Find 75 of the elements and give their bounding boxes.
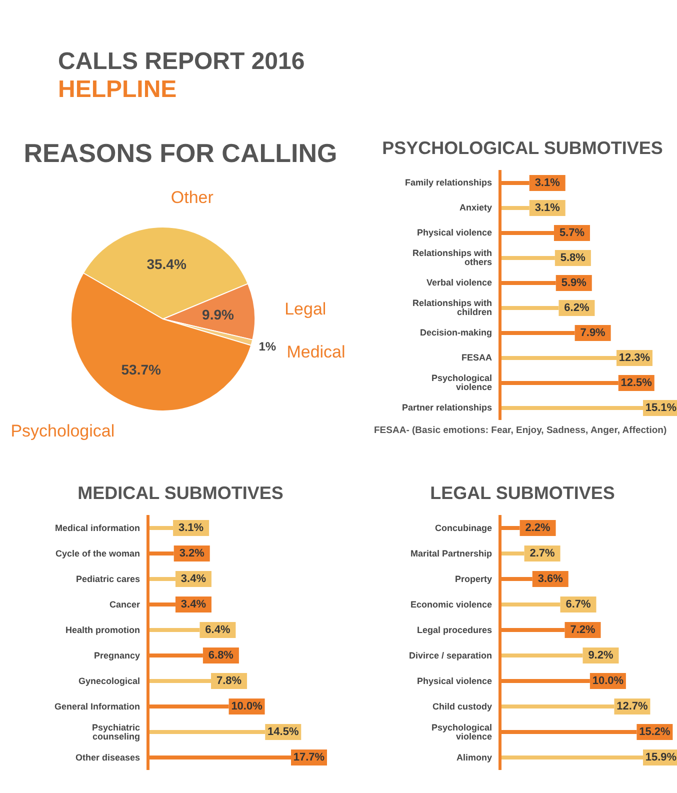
y-tick-label: Physical violence: [416, 676, 492, 686]
y-tick-label: FESAA: [461, 352, 492, 363]
data-label: 3.1%: [534, 177, 560, 189]
data-label: 7.9%: [580, 327, 606, 339]
y-tick-label: Concubinage: [434, 522, 492, 533]
y-tick-label: Child custody: [432, 701, 492, 712]
data-label: 2.2%: [525, 522, 551, 534]
y-tick-label: Legal procedures: [416, 624, 492, 635]
y-tick-label: Psychiatric counseling: [92, 722, 140, 742]
slice-label: Legal: [284, 299, 326, 318]
y-tick-label: Other diseases: [75, 752, 140, 762]
data-label: 10.0%: [592, 675, 624, 687]
y-tick-label: Family relationships: [404, 178, 492, 188]
y-tick-label: Gynecological: [78, 676, 140, 686]
data-label: 3.1%: [534, 202, 560, 214]
data-label: 10.0%: [231, 700, 263, 712]
data-label: 17.7%: [293, 752, 325, 764]
data-label: 5.8%: [560, 252, 586, 264]
y-tick-label: Anxiety: [459, 202, 492, 213]
data-label: 3.4%: [180, 598, 206, 610]
text: HELPLINE: [58, 76, 178, 104]
y-tick-label: Psychological violence: [431, 722, 492, 742]
y-tick-label: Relationships with others: [412, 248, 492, 268]
y-tick-label: Medical information: [54, 522, 140, 533]
y-tick-label: Relationships with children: [412, 298, 492, 318]
chart-title: LEGAL SUBMOTIVES: [429, 483, 616, 504]
y-tick-label: Pregnancy: [94, 650, 140, 660]
y-tick-label: Cycle of the woman: [55, 548, 140, 558]
data-label: 15.9%: [645, 752, 677, 764]
data-label: 9.2%: [588, 650, 614, 662]
data-label: 7.2%: [570, 624, 596, 636]
y-tick-label: Alimony: [456, 752, 492, 762]
y-tick-label: Psychological violence: [431, 373, 492, 392]
y-tick-label: Property: [454, 574, 492, 584]
text: CALLS REPORT 2016: [58, 48, 306, 76]
y-tick-label: Partner relationships: [402, 402, 492, 413]
chart-title: REASONS FOR CALLING: [22, 138, 338, 169]
data-label: 3.1%: [178, 522, 204, 534]
data-label: 7.8%: [216, 675, 242, 687]
data-label: 15.1%: [645, 402, 677, 414]
y-tick-label: Physical violence: [416, 228, 492, 238]
y-tick-label: General Information: [54, 701, 140, 712]
data-label: 2.7%: [530, 548, 556, 560]
y-tick-label: Marital Partnership: [410, 548, 492, 558]
slice-label: Psychological: [10, 422, 115, 441]
y-tick-label: Cancer: [109, 599, 140, 610]
data-label: 12.3%: [618, 352, 650, 364]
data-label: 5.9%: [561, 277, 587, 289]
chart-title: PSYCHOLOGICAL SUBMOTIVES: [381, 138, 664, 159]
data-label: 6.7%: [566, 598, 592, 610]
y-tick-label: Pediatric cares: [76, 574, 140, 584]
data-label: 53.7%: [121, 362, 162, 378]
data-label: 14.5%: [268, 726, 299, 738]
text: FESAA- (Basic emotions: Fear, Enjoy, Sadness, Anger, Affection): [373, 425, 668, 436]
data-label: 3.4%: [180, 573, 206, 585]
y-tick-label: Verbal violence: [426, 278, 492, 288]
data-label: 1%: [258, 340, 276, 354]
data-label: 6.4%: [205, 624, 230, 636]
data-label: 3.2%: [179, 548, 205, 560]
chart-title: MEDICAL SUBMOTIVES: [76, 483, 284, 504]
data-label: 6.2%: [564, 302, 590, 314]
data-label: 6.8%: [208, 650, 234, 662]
data-label: 35.4%: [146, 256, 187, 272]
data-label: 5.7%: [559, 227, 585, 239]
y-tick-label: Health promotion: [66, 624, 140, 635]
y-tick-label: Divirce / separation: [408, 650, 492, 660]
slice-label: Other: [170, 188, 214, 207]
slice-label: Medical: [286, 342, 346, 362]
data-label: 15.2%: [639, 726, 671, 738]
y-tick-label: Economic violence: [410, 599, 492, 610]
data-label: 3.6%: [538, 573, 564, 585]
data-label: 12.7%: [616, 700, 648, 712]
data-label: 9.9%: [202, 306, 235, 322]
data-label: 12.5%: [620, 377, 652, 389]
y-tick-label: Decision-making: [420, 328, 492, 338]
